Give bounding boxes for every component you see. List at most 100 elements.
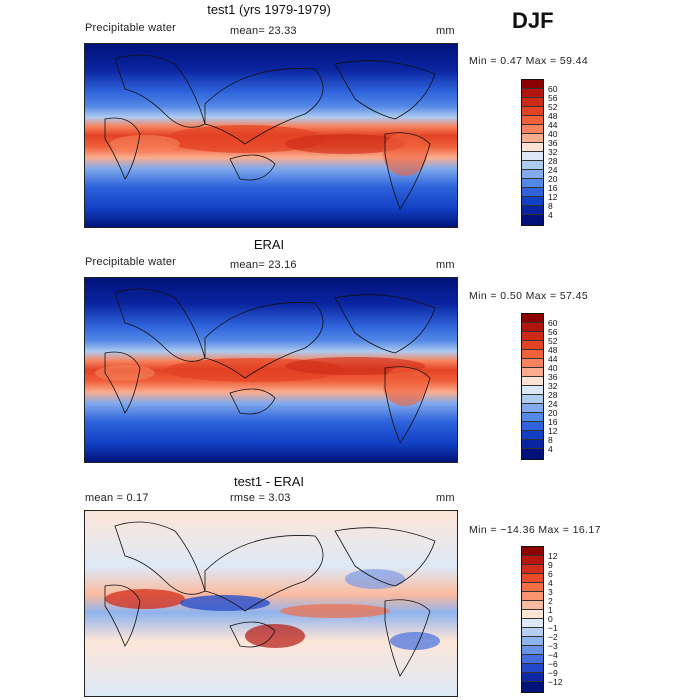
- season-label: DJF: [512, 8, 554, 33]
- panel-3-cbar-cell: [522, 628, 543, 637]
- panel-1-cbar-tick: 32: [548, 147, 558, 157]
- panel-1-cbar-cell: [522, 170, 543, 179]
- panel-2-colorbar-labels: 60 56 52 48 44 40 36 32 28 24 20 16 12 8…: [548, 318, 558, 454]
- panel-3-cbar-cell: [522, 547, 543, 556]
- panel-1-cbar-cell: [522, 80, 543, 89]
- panel-2-cbar-tick: 48: [548, 345, 558, 355]
- panel-2-units: mm: [436, 259, 455, 271]
- panel-1-cbar-cell: [522, 197, 543, 206]
- panel-2-cbar-cell: [522, 422, 543, 431]
- panel-1-cbar-tick: 44: [548, 120, 558, 130]
- panel-2-cbar-cell: [522, 314, 543, 323]
- panel-1-title: test1 (yrs 1979-1979): [207, 2, 331, 17]
- panel-1-cbar-cell: [522, 143, 543, 152]
- panel-2-variable: Precipitable water: [85, 256, 177, 268]
- panel-2-cbar-cell: [522, 368, 543, 377]
- panel-3-colorbar: [521, 546, 544, 693]
- panel-3-cbar-tick: 2: [548, 596, 553, 606]
- panel-2-cbar-cell: [522, 395, 543, 404]
- panel-3-cbar-tick: 3: [548, 587, 553, 597]
- panel-2-cbar-tick: 52: [548, 336, 558, 346]
- panel-3-cbar-cell: [522, 664, 543, 673]
- panel-3-cbar-tick: −2: [548, 632, 558, 642]
- panel-3-units: mm: [436, 492, 455, 504]
- panel-3-cbar-cell: [522, 637, 543, 646]
- panel-1-cbar-cell: [522, 89, 543, 98]
- panel-2-cbar-tick: 24: [548, 399, 558, 409]
- panel-3-cbar-tick: −4: [548, 650, 558, 660]
- panel-3-cbar-tick: 6: [548, 569, 553, 579]
- panel-3-cbar-tick: −12: [548, 677, 563, 687]
- panel-1-cbar-tick: 40: [548, 129, 558, 139]
- panel-1-cbar-tick: 4: [548, 210, 553, 220]
- panel-3-cbar-cell: [522, 619, 543, 628]
- panel-3-cbar-cell: [522, 574, 543, 583]
- panel-1-coastlines: [104, 54, 436, 210]
- panel-1-cbar-tick: 20: [548, 174, 558, 184]
- panel-3-cbar-cell: [522, 583, 543, 592]
- panel-2-cbar-tick: 16: [548, 417, 558, 427]
- panel-1-cbar-tick: 28: [548, 156, 558, 166]
- panel-2-cbar-tick: 8: [548, 435, 553, 445]
- panel-3-cbar-tick: 0: [548, 614, 553, 624]
- panel-3-cbar-cell: [522, 610, 543, 619]
- panel-3-cbar-cell: [522, 682, 543, 692]
- panel-1-map: [84, 43, 458, 228]
- panel-1-cbar-tick: 12: [548, 192, 558, 202]
- panel-2-cbar-tick: 44: [548, 354, 558, 364]
- panel-1-cbar-tick: 60: [548, 84, 558, 94]
- panel-1-cbar-cell: [522, 215, 543, 225]
- panel-2-cbar-cell: [522, 377, 543, 386]
- panel-1-mean: mean= 23.33: [230, 25, 297, 37]
- panel-2-cbar-cell: [522, 404, 543, 413]
- panel-3-cbar-cell: [522, 556, 543, 565]
- panel-3-cbar-tick: −3: [548, 641, 558, 651]
- panel-3-map: [84, 510, 458, 697]
- panel-2-cbar-tick: 40: [548, 363, 558, 373]
- panel-2-title: ERAI: [253, 237, 285, 252]
- panel-2-cbar-cell: [522, 350, 543, 359]
- panel-1-cbar-tick: 56: [548, 93, 558, 103]
- panel-2-cbar-cell: [522, 413, 543, 422]
- panel-3-cbar-tick: −9: [548, 668, 558, 678]
- panel-2-cbar-cell: [522, 332, 543, 341]
- panel-3-rmse: rmse = 3.03: [230, 492, 291, 504]
- panel-3-coastlines: [104, 521, 436, 677]
- panel-3-cbar-tick: 12: [548, 551, 558, 561]
- panel-1-cbar-tick: 48: [548, 111, 558, 121]
- panel-3-colorbar-labels: 12 9 6 4 3 2 1 0 −1 −2 −3 −4 −6 −9 −12: [548, 551, 563, 687]
- panel-3-cbar-cell: [522, 673, 543, 682]
- panel-2-coastlines: [104, 288, 436, 444]
- panel-2-minmax: Min = 0.50 Max = 57.45: [469, 290, 589, 302]
- panel-2-cbar-cell: [522, 431, 543, 440]
- panel-1-cbar-cell: [522, 107, 543, 116]
- panel-2-cbar-tick: 4: [548, 444, 553, 454]
- panel-3-cbar-tick: 1: [548, 605, 553, 615]
- panel-1-cbar-tick: 36: [548, 138, 558, 148]
- panel-1-cbar-cell: [522, 98, 543, 107]
- panel-1-cbar-tick: 16: [548, 183, 558, 193]
- panel-2-cbar-tick: 32: [548, 381, 558, 391]
- panel-3-cbar-tick: 9: [548, 560, 553, 570]
- panel-1-cbar-cell: [522, 206, 543, 215]
- panel-1-colorbar-cells: [522, 80, 543, 225]
- panel-2-cbar-tick: 36: [548, 372, 558, 382]
- panel-2-cbar-cell: [522, 341, 543, 350]
- panel-1-variable: Precipitable water: [85, 22, 177, 34]
- panel-1-cbar-cell: [522, 179, 543, 188]
- panel-1-cbar-tick: 52: [548, 102, 558, 112]
- panel-3-title: test1 - ERAI: [233, 474, 305, 489]
- panel-1-units: mm: [436, 25, 455, 37]
- panel-1-cbar-cell: [522, 125, 543, 134]
- panel-2-colorbar: [521, 313, 544, 460]
- panel-2-cbar-cell: [522, 323, 543, 332]
- panel-1-cbar-tick: 24: [548, 165, 558, 175]
- panel-1-cbar-cell: [522, 161, 543, 170]
- panel-2-map: [84, 277, 458, 463]
- panel-1-cbar-cell: [522, 116, 543, 125]
- panel-1-minmax: Min = 0.47 Max = 59.44: [469, 55, 589, 67]
- panel-1-cbar-cell: [522, 188, 543, 197]
- panel-3-cbar-tick: −1: [548, 623, 558, 633]
- panel-2-cbar-tick: 60: [548, 318, 558, 328]
- panel-3-cbar-cell: [522, 592, 543, 601]
